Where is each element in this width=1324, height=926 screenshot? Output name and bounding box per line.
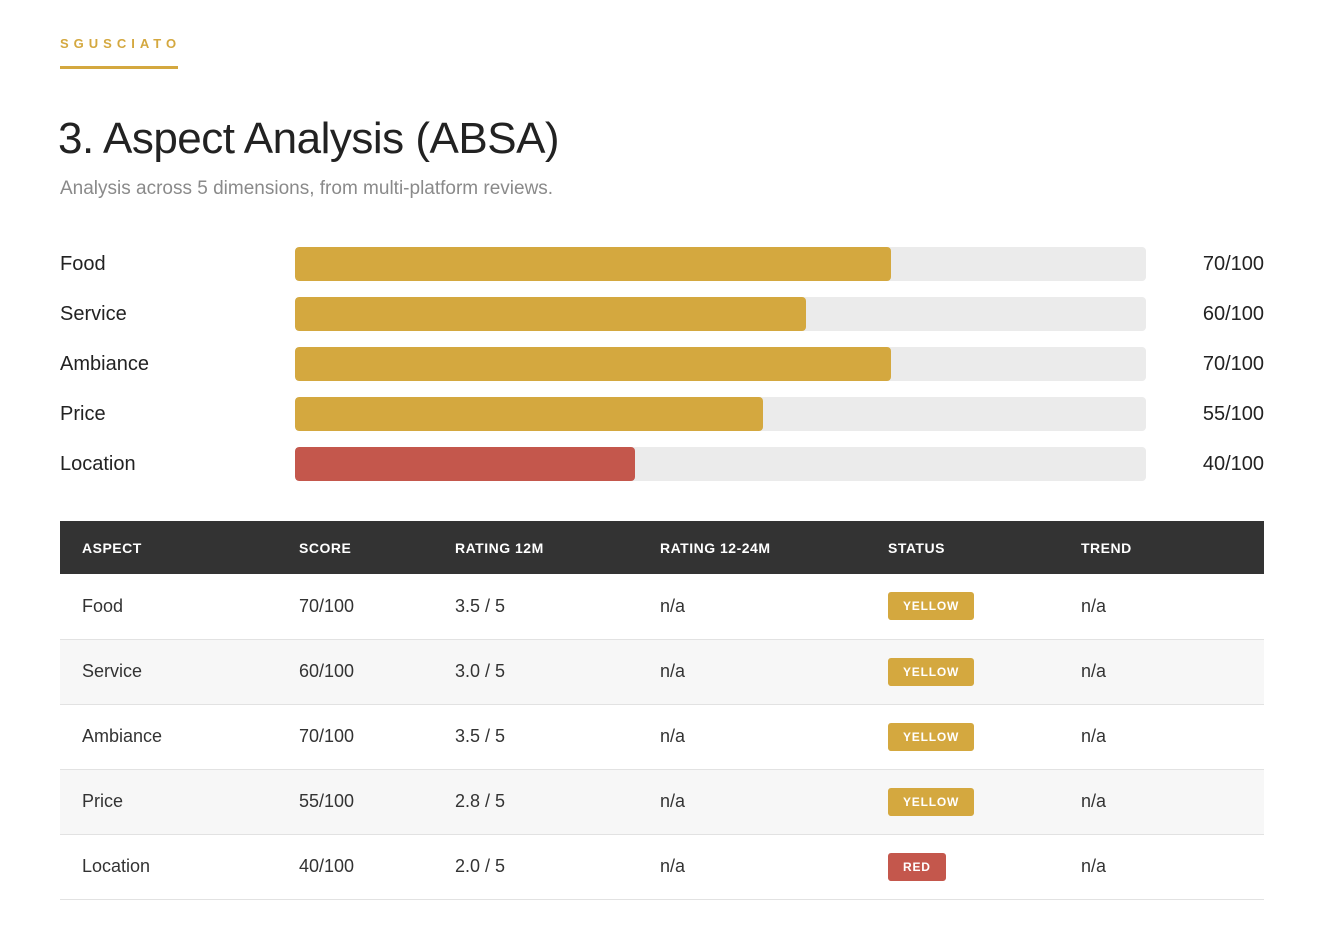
cell-status: YELLOW bbox=[866, 704, 1059, 770]
cell-aspect: Food bbox=[60, 574, 277, 640]
bar-label: Ambiance bbox=[60, 353, 149, 375]
cell-rating-12-24m: n/a bbox=[638, 704, 866, 770]
bar-row-location: Location 40/100 bbox=[60, 447, 1264, 481]
bar-score: 70/100 bbox=[1202, 353, 1264, 375]
table-header-row: ASPECT SCORE RATING 12M RATING 12-24M ST… bbox=[60, 521, 1264, 574]
bar-row-food: Food 70/100 bbox=[60, 247, 1264, 281]
bar-row-ambiance: Ambiance 70/100 bbox=[60, 347, 1264, 381]
bar-fill bbox=[295, 247, 891, 281]
bar-label: Service bbox=[60, 303, 127, 325]
cell-trend: n/a bbox=[1059, 704, 1264, 770]
cell-trend: n/a bbox=[1059, 769, 1264, 835]
cell-rating-12-24m: n/a bbox=[638, 574, 866, 640]
table-row: Food 70/100 3.5 / 5 n/a YELLOW n/a bbox=[60, 574, 1264, 640]
cell-rating-12-24m: n/a bbox=[638, 769, 866, 835]
cell-rating-12m: 3.0 / 5 bbox=[433, 639, 638, 705]
cell-trend: n/a bbox=[1059, 834, 1264, 900]
brand-underline bbox=[60, 66, 178, 69]
cell-aspect: Price bbox=[60, 769, 277, 835]
bar-score: 70/100 bbox=[1202, 253, 1264, 275]
aspect-table: ASPECT SCORE RATING 12M RATING 12-24M ST… bbox=[60, 521, 1264, 900]
bar-row-price: Price 55/100 bbox=[60, 397, 1264, 431]
bar-label: Location bbox=[60, 453, 136, 475]
bar-fill bbox=[295, 347, 891, 381]
page-subtitle: Analysis across 5 dimensions, from multi… bbox=[60, 178, 554, 199]
cell-status: RED bbox=[866, 834, 1059, 900]
cell-status: YELLOW bbox=[866, 639, 1059, 705]
bar-label: Price bbox=[60, 403, 106, 425]
table-row: Price 55/100 2.8 / 5 n/a YELLOW n/a bbox=[60, 769, 1264, 835]
status-badge: YELLOW bbox=[888, 722, 975, 751]
cell-score: 70/100 bbox=[277, 704, 433, 770]
bar-label: Food bbox=[60, 253, 106, 275]
cell-rating-12m: 2.8 / 5 bbox=[433, 769, 638, 835]
table-row: Ambiance 70/100 3.5 / 5 n/a YELLOW n/a bbox=[60, 704, 1264, 770]
bar-fill bbox=[295, 297, 806, 331]
brand-name: SGUSCIATO bbox=[60, 36, 182, 51]
table-row: Location 40/100 2.0 / 5 n/a RED n/a bbox=[60, 834, 1264, 900]
bar-track bbox=[295, 447, 1146, 481]
status-badge: RED bbox=[888, 852, 946, 881]
bar-track bbox=[295, 397, 1146, 431]
aspect-bar-chart: Food 70/100 Service 60/100 Ambiance 70/1… bbox=[60, 247, 1264, 497]
bar-track bbox=[295, 247, 1146, 281]
column-header-status: STATUS bbox=[866, 521, 1059, 574]
cell-rating-12m: 2.0 / 5 bbox=[433, 834, 638, 900]
cell-status: YELLOW bbox=[866, 574, 1059, 640]
bar-fill bbox=[295, 397, 764, 431]
bar-row-service: Service 60/100 bbox=[60, 297, 1264, 331]
column-header-rating-12m: RATING 12M bbox=[433, 521, 638, 574]
cell-trend: n/a bbox=[1059, 574, 1264, 640]
status-badge: YELLOW bbox=[888, 592, 975, 621]
bar-track bbox=[295, 297, 1146, 331]
table-row: Service 60/100 3.0 / 5 n/a YELLOW n/a bbox=[60, 639, 1264, 705]
cell-status: YELLOW bbox=[866, 769, 1059, 835]
bar-score: 55/100 bbox=[1202, 403, 1264, 425]
cell-score: 60/100 bbox=[277, 639, 433, 705]
cell-aspect: Location bbox=[60, 834, 277, 900]
bar-fill bbox=[295, 447, 636, 481]
cell-aspect: Ambiance bbox=[60, 704, 277, 770]
cell-aspect: Service bbox=[60, 639, 277, 705]
column-header-aspect: ASPECT bbox=[60, 521, 277, 574]
cell-score: 70/100 bbox=[277, 574, 433, 640]
status-badge: YELLOW bbox=[888, 657, 975, 686]
cell-score: 55/100 bbox=[277, 769, 433, 835]
cell-rating-12m: 3.5 / 5 bbox=[433, 704, 638, 770]
bar-score: 60/100 bbox=[1202, 303, 1264, 325]
cell-rating-12m: 3.5 / 5 bbox=[433, 574, 638, 640]
cell-rating-12-24m: n/a bbox=[638, 834, 866, 900]
column-header-trend: TREND bbox=[1059, 521, 1264, 574]
bar-track bbox=[295, 347, 1146, 381]
cell-rating-12-24m: n/a bbox=[638, 639, 866, 705]
cell-score: 40/100 bbox=[277, 834, 433, 900]
column-header-rating-12-24m: RATING 12-24M bbox=[638, 521, 866, 574]
cell-trend: n/a bbox=[1059, 639, 1264, 705]
bar-score: 40/100 bbox=[1202, 453, 1264, 475]
column-header-score: SCORE bbox=[277, 521, 433, 574]
status-badge: YELLOW bbox=[888, 787, 975, 816]
page-title: 3. Aspect Analysis (ABSA) bbox=[58, 114, 560, 163]
